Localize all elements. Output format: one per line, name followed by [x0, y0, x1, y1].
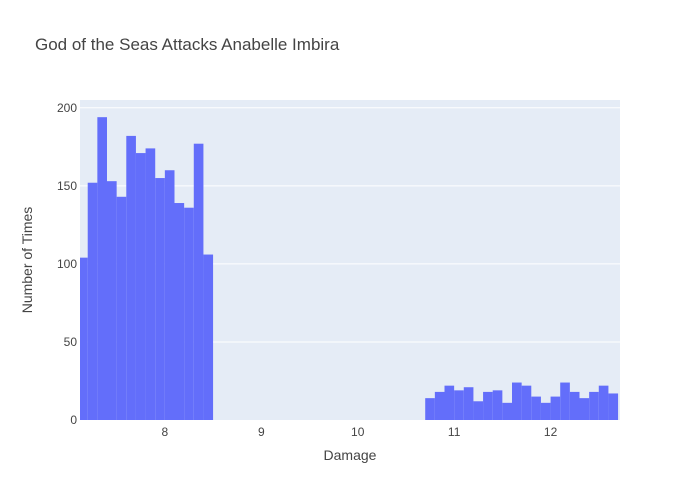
histogram-bar: [550, 396, 561, 420]
histogram-bar: [512, 382, 522, 420]
histogram-bar: [598, 385, 609, 420]
histogram-bar: [502, 402, 512, 420]
histogram-bar: [116, 196, 127, 420]
histogram-bar: [608, 393, 619, 420]
histogram-bar: [107, 181, 117, 420]
histogram-bar: [193, 143, 204, 420]
histogram-bar: [135, 153, 146, 420]
y-tick-label: 0: [70, 413, 77, 427]
histogram-bar: [184, 207, 194, 420]
histogram-bar: [87, 182, 98, 420]
histogram-bar: [521, 385, 532, 420]
histogram-bar: [473, 401, 484, 420]
histogram-bar: [589, 391, 599, 420]
x-axis-title: Damage: [324, 447, 377, 463]
histogram-bar: [155, 178, 165, 420]
histogram-bar: [483, 391, 493, 420]
histogram-bar: [425, 398, 435, 420]
x-tick-label: 11: [448, 425, 461, 439]
histogram-bars: [80, 117, 619, 421]
histogram-bar: [531, 396, 541, 420]
histogram-bar: [174, 203, 185, 420]
histogram-bar: [569, 391, 580, 420]
histogram-bar: [164, 170, 175, 420]
histogram-bar: [540, 402, 551, 420]
histogram-bar: [579, 398, 590, 420]
x-tick-label: 12: [544, 425, 558, 439]
x-tick-label: 9: [258, 425, 265, 439]
x-tick-label: 8: [162, 425, 169, 439]
histogram-bar: [80, 257, 88, 420]
y-tick-label: 50: [64, 335, 78, 349]
y-axis-ticks: 0 50 100 150 200: [57, 101, 77, 427]
y-tick-label: 150: [57, 179, 77, 193]
histogram-bar: [97, 117, 107, 421]
histogram-bar: [203, 254, 214, 420]
y-tick-label: 200: [57, 101, 77, 115]
histogram-bar: [463, 387, 474, 420]
x-tick-label: 10: [351, 425, 365, 439]
histogram-bar: [434, 391, 445, 420]
histogram-bar: [126, 135, 136, 420]
histogram-bar: [444, 385, 455, 420]
chart-title: God of the Seas Attacks Anabelle Imbira: [35, 35, 340, 54]
y-tick-label: 100: [57, 257, 77, 271]
y-axis-title: Number of Times: [19, 207, 35, 314]
histogram-bar: [492, 390, 503, 420]
x-axis-ticks: 8 9 10 11 12: [162, 425, 558, 439]
histogram-bar: [560, 382, 570, 420]
histogram-bar: [454, 390, 464, 420]
histogram-bar: [145, 148, 156, 420]
